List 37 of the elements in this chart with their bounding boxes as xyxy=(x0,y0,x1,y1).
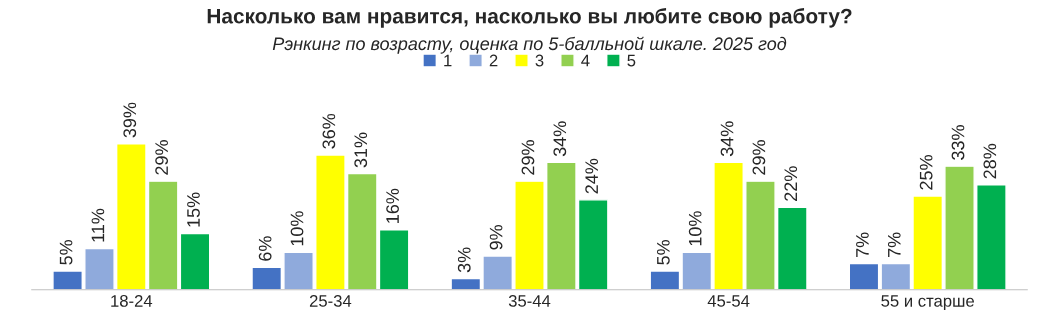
data-label: 7% xyxy=(887,232,901,258)
legend-label: 1 xyxy=(444,54,452,67)
data-label: 11% xyxy=(91,208,105,242)
legend-label: 2 xyxy=(489,54,498,67)
x-tick-label: 45-54 xyxy=(707,295,750,307)
data-label: 34% xyxy=(720,121,734,157)
data-label: 33% xyxy=(951,125,965,160)
data-label: 39% xyxy=(123,102,137,138)
x-tick-label: 25-34 xyxy=(309,295,352,307)
x-tick-label: 55 и старше xyxy=(881,295,974,311)
data-label: 29% xyxy=(155,140,169,175)
chart-title: Насколько вам нравится, насколько вы любите свою работу? xyxy=(207,8,852,28)
data-label: 25% xyxy=(919,155,933,190)
data-label: 29% xyxy=(752,140,766,175)
legend-label: 3 xyxy=(535,54,544,67)
data-label: 5% xyxy=(657,239,670,265)
data-label: 10% xyxy=(688,211,702,246)
data-label: 28% xyxy=(983,143,997,179)
chart-subtitle: Рэнкинг по возрасту, оценка по 5-балльной шкале. 2025 год xyxy=(272,36,787,54)
data-label: 9% xyxy=(489,225,503,250)
legend-label: 5 xyxy=(627,54,636,67)
data-label: 24% xyxy=(585,158,598,194)
data-label: 5% xyxy=(59,239,73,265)
data-label: 10% xyxy=(290,211,304,246)
data-label: 29% xyxy=(521,140,535,175)
data-label: 36% xyxy=(322,113,336,149)
x-tick-label: 18-24 xyxy=(111,295,153,307)
data-label: 31% xyxy=(354,132,368,168)
data-label: 16% xyxy=(386,188,399,223)
data-label: 6% xyxy=(258,236,272,261)
data-label: 22% xyxy=(784,166,798,201)
legend-label: 4 xyxy=(581,54,590,67)
data-label: 34% xyxy=(553,121,567,157)
data-label: 15% xyxy=(187,192,200,227)
data-label: 3% xyxy=(457,247,471,273)
data-label: 7% xyxy=(856,232,869,258)
x-tick-label: 35-44 xyxy=(508,295,551,307)
